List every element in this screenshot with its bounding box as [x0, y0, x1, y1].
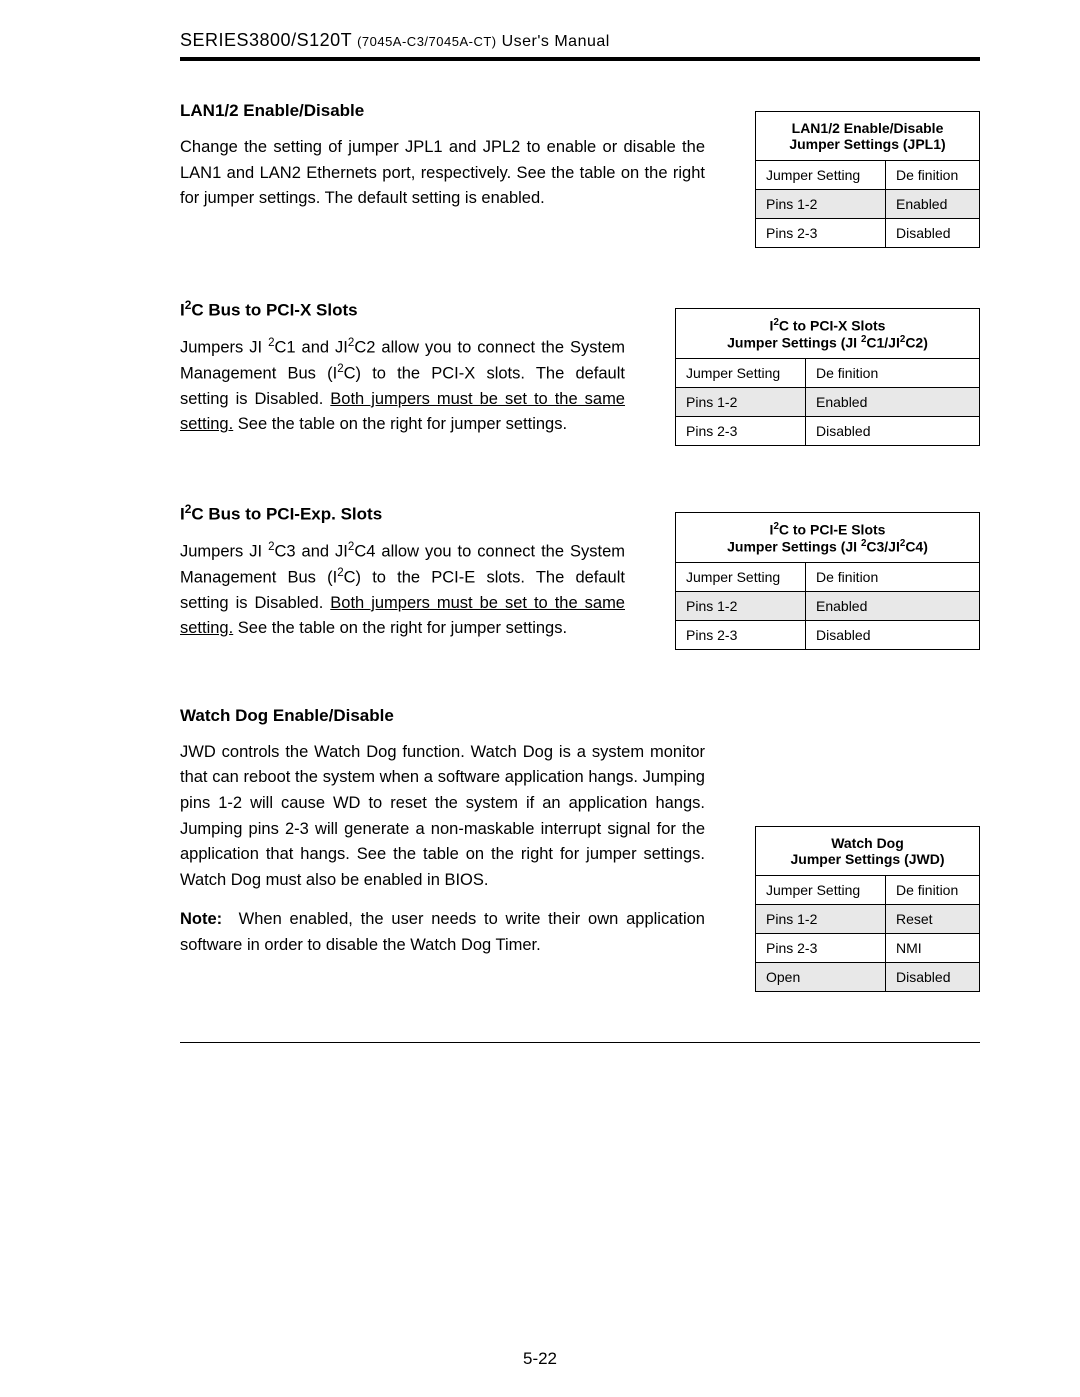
table-row: Pins 1-2Enabled	[676, 388, 980, 417]
table-column-header: Jumper Setting	[756, 161, 886, 190]
jumper-table: I2C to PCI-X SlotsJumper Settings (JI 2C…	[675, 308, 980, 446]
table-column-header: Jumper Setting	[676, 563, 806, 592]
table-column-header: De finition	[806, 563, 980, 592]
table-row: Pins 2-3Disabled	[676, 621, 980, 650]
header-suffix: User's Manual	[497, 33, 610, 50]
table-cell: Disabled	[806, 621, 980, 650]
table-cell: Pins 2-3	[676, 417, 806, 446]
table-title: Watch DogJumper Settings (JWD)	[756, 826, 980, 875]
table-cell: Pins 1-2	[676, 388, 806, 417]
section-paragraph: Change the setting of jumper JPL1 and JP…	[180, 135, 705, 212]
table-cell: Pins 1-2	[756, 904, 886, 933]
table-cell: Enabled	[806, 592, 980, 621]
section-text-column: I2C Bus to PCI-X Slots Jumpers JI 2C1 and…	[180, 298, 625, 452]
section-title: I2C Bus to PCI-Exp. Slots	[180, 502, 625, 525]
section-table-column: LAN1/2 Enable/DisableJumper Settings (JP…	[755, 101, 980, 248]
table-row: Pins 2-3NMI	[756, 933, 980, 962]
page-header: SERIES3800/S120T (7045A-C3/7045A-CT) Use…	[180, 30, 980, 51]
section: Watch Dog Enable/Disable JWD controls the…	[180, 706, 980, 992]
table-column-header: Jumper Setting	[756, 875, 886, 904]
section-title: Watch Dog Enable/Disable	[180, 706, 705, 726]
section-table-column: I2C to PCI-X SlotsJumper Settings (JI 2C…	[675, 298, 980, 446]
table-cell: Pins 2-3	[756, 933, 886, 962]
section-text-column: LAN1/2 Enable/Disable Change the setting …	[180, 101, 705, 226]
header-model: (7045A-C3/7045A-CT)	[357, 34, 497, 49]
table-cell: Pins 2-3	[676, 621, 806, 650]
table-column-header: De finition	[886, 875, 980, 904]
page-number: 5-22	[0, 1349, 1080, 1369]
table-title: LAN1/2 Enable/DisableJumper Settings (JP…	[756, 112, 980, 161]
table-row: OpenDisabled	[756, 962, 980, 991]
section-paragraph: Note: When enabled, the user needs to wr…	[180, 907, 705, 958]
section: I2C Bus to PCI-Exp. Slots Jumpers JI 2C3 …	[180, 502, 980, 656]
table-cell: Reset	[886, 904, 980, 933]
table-cell: Pins 2-3	[756, 219, 886, 248]
footer-rule	[180, 1042, 980, 1043]
table-title: I2C to PCI-E SlotsJumper Settings (JI 2C…	[676, 512, 980, 562]
table-cell: NMI	[886, 933, 980, 962]
section-text-column: Watch Dog Enable/Disable JWD controls the…	[180, 706, 705, 973]
table-cell: Enabled	[806, 388, 980, 417]
table-column-header: De finition	[806, 359, 980, 388]
section: LAN1/2 Enable/Disable Change the setting …	[180, 101, 980, 248]
jumper-table: Watch DogJumper Settings (JWD)Jumper Set…	[755, 826, 980, 992]
table-cell: Pins 1-2	[756, 190, 886, 219]
table-cell: Pins 1-2	[676, 592, 806, 621]
table-cell: Open	[756, 962, 886, 991]
table-cell: Disabled	[886, 219, 980, 248]
table-row: Pins 2-3Disabled	[756, 219, 980, 248]
table-column-header: Jumper Setting	[676, 359, 806, 388]
jumper-table: LAN1/2 Enable/DisableJumper Settings (JP…	[755, 111, 980, 248]
section-paragraph: Jumpers JI 2C3 and JI2C4 allow you to co…	[180, 539, 625, 642]
section-title: LAN1/2 Enable/Disable	[180, 101, 705, 121]
section-table-column: Watch DogJumper Settings (JWD)Jumper Set…	[755, 706, 980, 992]
table-row: Pins 1-2Enabled	[676, 592, 980, 621]
table-title: I2C to PCI-X SlotsJumper Settings (JI 2C…	[676, 309, 980, 359]
table-cell: Disabled	[806, 417, 980, 446]
table-row: Pins 1-2Reset	[756, 904, 980, 933]
section: I2C Bus to PCI-X Slots Jumpers JI 2C1 and…	[180, 298, 980, 452]
document-page: SERIES3800/S120T (7045A-C3/7045A-CT) Use…	[0, 0, 1080, 1397]
table-cell: Disabled	[886, 962, 980, 991]
table-cell: Enabled	[886, 190, 980, 219]
section-paragraph: JWD controls the Watch Dog function. Wat…	[180, 740, 705, 893]
section-table-column: I2C to PCI-E SlotsJumper Settings (JI 2C…	[675, 502, 980, 650]
section-text-column: I2C Bus to PCI-Exp. Slots Jumpers JI 2C3 …	[180, 502, 625, 656]
section-title: I2C Bus to PCI-X Slots	[180, 298, 625, 321]
jumper-table: I2C to PCI-E SlotsJumper Settings (JI 2C…	[675, 512, 980, 650]
header-series: SERIES3800/S120T	[180, 30, 352, 50]
table-column-header: De finition	[886, 161, 980, 190]
page-content: LAN1/2 Enable/Disable Change the setting …	[180, 101, 980, 992]
table-row: Pins 2-3Disabled	[676, 417, 980, 446]
table-row: Pins 1-2Enabled	[756, 190, 980, 219]
header-rule	[180, 57, 980, 61]
section-paragraph: Jumpers JI 2C1 and JI2C2 allow you to co…	[180, 335, 625, 438]
